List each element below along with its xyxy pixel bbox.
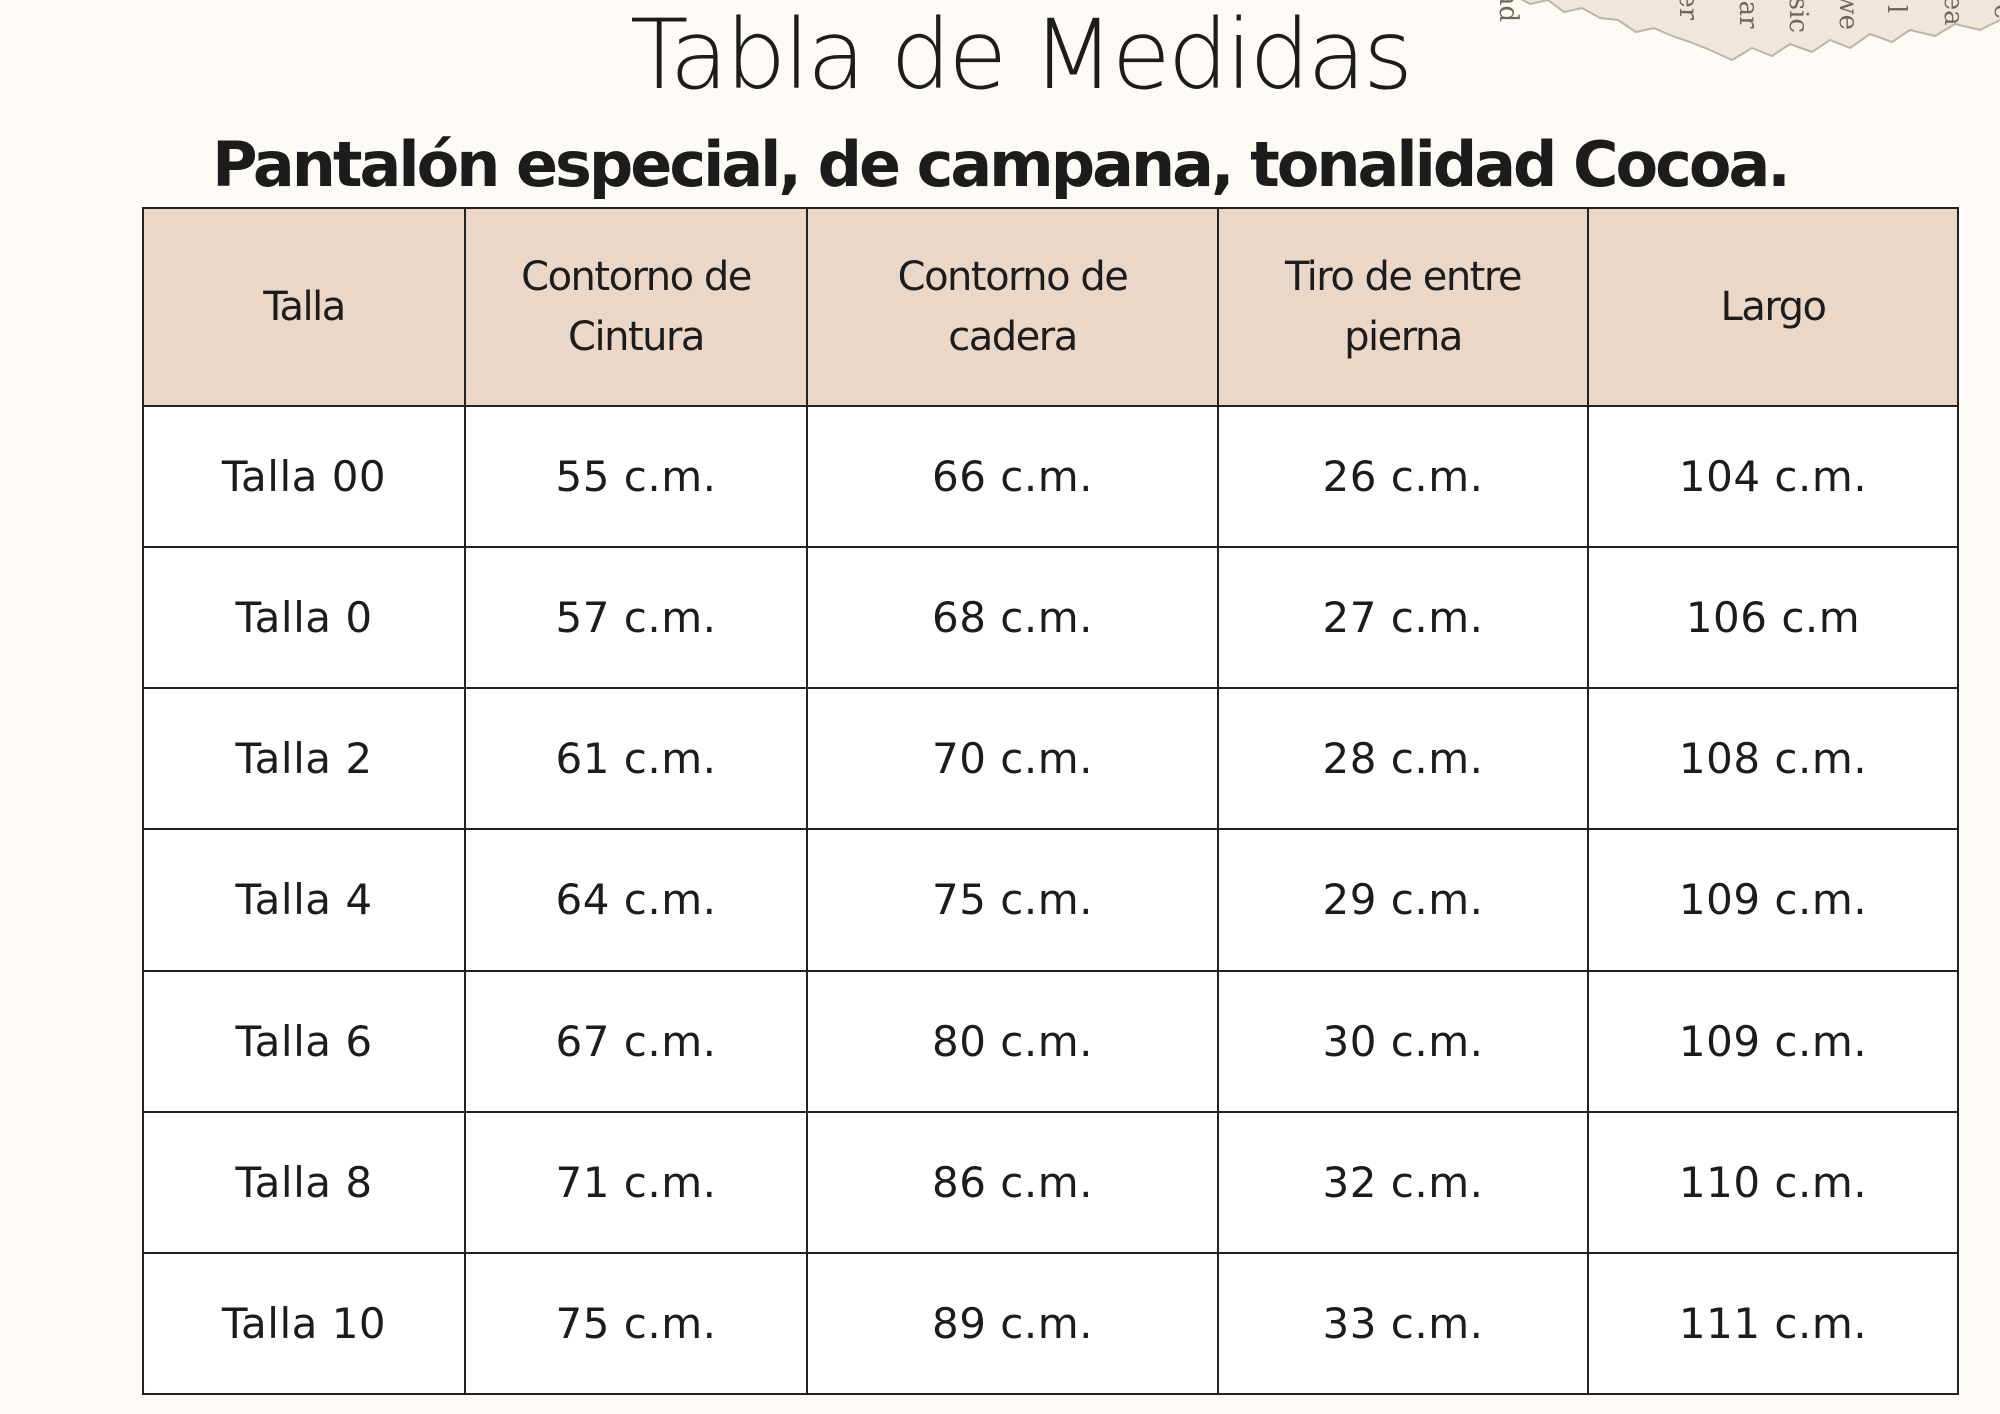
cell-largo: 109 c.m. (1587, 969, 1959, 1113)
cell-largo: 111 c.m. (1587, 1251, 1959, 1396)
table-header-row: Talla Contorno de Cintura Contorno de cade… (142, 207, 1959, 407)
svg-text:e-c: e-c (1988, 0, 2000, 19)
table-row: Talla 4 64 c.m. 75 c.m. 29 c.m. 109 c.m. (142, 828, 1959, 972)
cell-largo: 106 c.m (1587, 546, 1959, 690)
cell-cadera: 70 c.m. (806, 687, 1219, 831)
cell-cadera: 89 c.m. (806, 1251, 1219, 1396)
cell-talla: Talla 4 (142, 828, 466, 972)
svg-text:par: par (1733, 0, 1763, 29)
cell-tiro: 28 c.m. (1217, 687, 1589, 831)
table-row: Talla 00 55 c.m. 66 c.m. 26 c.m. 104 c.m… (142, 404, 1959, 549)
svg-text:nsic: nsic (1783, 0, 1813, 33)
cell-cadera: 86 c.m. (806, 1110, 1219, 1254)
header-contorno-cintura: Contorno de Cintura (464, 207, 808, 407)
cell-tiro: 30 c.m. (1217, 969, 1589, 1113)
cell-tiro: 27 c.m. (1217, 546, 1589, 690)
table-row: Talla 2 61 c.m. 70 c.m. 28 c.m. 108 c.m. (142, 687, 1959, 831)
cell-talla: Talla 2 (142, 687, 466, 831)
cell-tiro: 29 c.m. (1217, 828, 1589, 972)
cell-talla: Talla 10 (142, 1251, 466, 1396)
cell-cintura: 71 c.m. (464, 1110, 808, 1254)
header-contorno-cadera: Contorno de cadera (806, 207, 1219, 407)
table-row: Talla 10 75 c.m. 89 c.m. 33 c.m. 111 c.m… (142, 1251, 1959, 1396)
cell-largo: 104 c.m. (1587, 404, 1959, 549)
svg-text:rwe: rwe (1833, 0, 1863, 30)
cell-largo: 108 c.m. (1587, 687, 1959, 831)
cell-cintura: 67 c.m. (464, 969, 808, 1113)
cell-cintura: 61 c.m. (464, 687, 808, 831)
cell-cadera: 68 c.m. (806, 546, 1219, 690)
header-largo: Largo (1587, 207, 1959, 407)
cell-tiro: 26 c.m. (1217, 404, 1589, 549)
cell-cintura: 57 c.m. (464, 546, 808, 690)
table-row: Talla 8 71 c.m. 86 c.m. 32 c.m. 110 c.m. (142, 1110, 1959, 1254)
svg-text:yea: yea (1938, 0, 1968, 26)
cell-cintura: 64 c.m. (464, 828, 808, 972)
table-row: Talla 6 67 c.m. 80 c.m. 30 c.m. 109 c.m. (142, 969, 1959, 1113)
cell-talla: Talla 0 (142, 546, 466, 690)
cell-tiro: 33 c.m. (1217, 1251, 1589, 1396)
cell-talla: Talla 6 (142, 969, 466, 1113)
cell-largo: 110 c.m. (1587, 1110, 1959, 1254)
cell-talla: Talla 00 (142, 404, 466, 549)
svg-text:d: d (1553, 0, 1583, 1)
cell-cadera: 80 c.m. (806, 969, 1219, 1113)
cell-cadera: 66 c.m. (806, 404, 1219, 549)
svg-text:ier: ier (1673, 0, 1703, 21)
cell-cintura: 55 c.m. (464, 404, 808, 549)
cell-cintura: 75 c.m. (464, 1251, 808, 1396)
cell-largo: 109 c.m. (1587, 828, 1959, 972)
cell-tiro: 32 c.m. (1217, 1110, 1589, 1254)
header-tiro-entrepierna: Tiro de entre pierna (1217, 207, 1589, 407)
torn-newspaper-scrap: ad d ier par nsic rwe n l yea e-c (1493, 0, 2000, 62)
page-subtitle: Pantalón especial, de campana, tonalidad… (212, 128, 1791, 201)
cell-talla: Talla 8 (142, 1110, 466, 1254)
svg-text:n l: n l (1881, 0, 1911, 13)
cell-cadera: 75 c.m. (806, 828, 1219, 972)
svg-text:ad: ad (1493, 0, 1523, 22)
header-talla: Talla (142, 207, 466, 407)
table-row: Talla 0 57 c.m. 68 c.m. 27 c.m. 106 c.m (142, 546, 1959, 690)
size-chart-table: Talla Contorno de Cintura Contorno de cade… (142, 207, 1959, 1396)
page-title: Tabla de Medidas (629, 0, 1413, 111)
